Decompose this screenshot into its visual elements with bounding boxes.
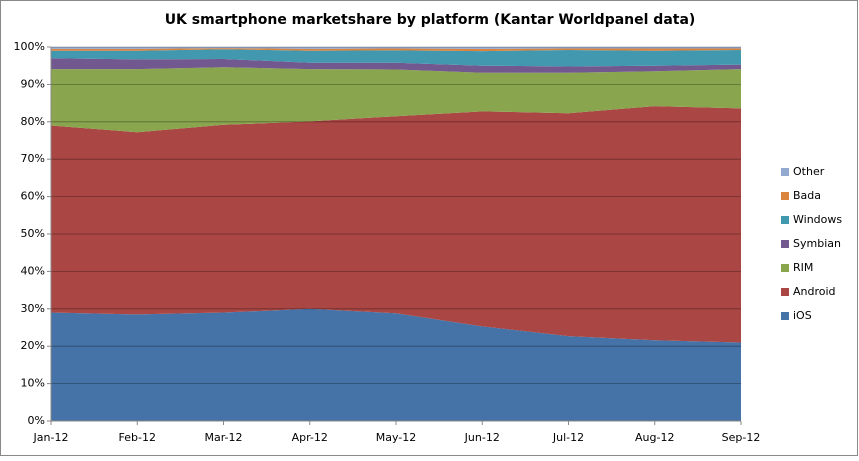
chart-title: UK smartphone marketshare by platform (K…	[165, 12, 696, 28]
x-tick-label: Mar-12	[204, 431, 242, 444]
x-tick-label: Apr-12	[292, 431, 328, 444]
legend-label: Symbian	[793, 237, 841, 250]
y-tick-label: 20%	[21, 339, 45, 352]
legend-label: Other	[793, 165, 825, 178]
area	[51, 47, 741, 49]
area	[51, 308, 741, 421]
legend-swatch	[781, 288, 789, 296]
area	[51, 106, 741, 343]
area	[51, 58, 741, 73]
x-tick-label: Sep-12	[722, 431, 761, 444]
legend-swatch	[781, 312, 789, 320]
legend-label: iOS	[793, 309, 812, 322]
area	[51, 67, 741, 133]
legend-label: Windows	[793, 213, 842, 226]
y-tick-label: 40%	[21, 264, 45, 277]
legend-label: Bada	[793, 189, 821, 202]
x-tick-label: May-12	[376, 431, 417, 444]
legend-swatch	[781, 192, 789, 200]
legend-swatch	[781, 216, 789, 224]
y-tick-label: 30%	[21, 302, 45, 315]
x-tick-label: Aug-12	[635, 431, 674, 444]
legend-swatch	[781, 240, 789, 248]
x-tick-label: Jan-12	[33, 431, 69, 444]
x-tick-label: Jul-12	[552, 431, 584, 444]
x-tick-label: Jun-12	[464, 431, 500, 444]
legend-swatch	[781, 168, 789, 176]
y-tick-label: 60%	[21, 190, 45, 203]
area	[51, 48, 741, 52]
legend-label: RIM	[793, 261, 813, 274]
x-tick-label: Feb-12	[119, 431, 156, 444]
y-tick-label: 0%	[28, 414, 45, 427]
y-tick-label: 50%	[21, 227, 45, 240]
legend-swatch	[781, 264, 789, 272]
y-tick-label: 90%	[21, 77, 45, 90]
y-tick-label: 70%	[21, 152, 45, 165]
y-tick-label: 80%	[21, 115, 45, 128]
y-tick-label: 100%	[14, 40, 45, 53]
y-tick-label: 10%	[21, 377, 45, 390]
legend-label: Android	[793, 285, 836, 298]
area	[51, 49, 741, 67]
